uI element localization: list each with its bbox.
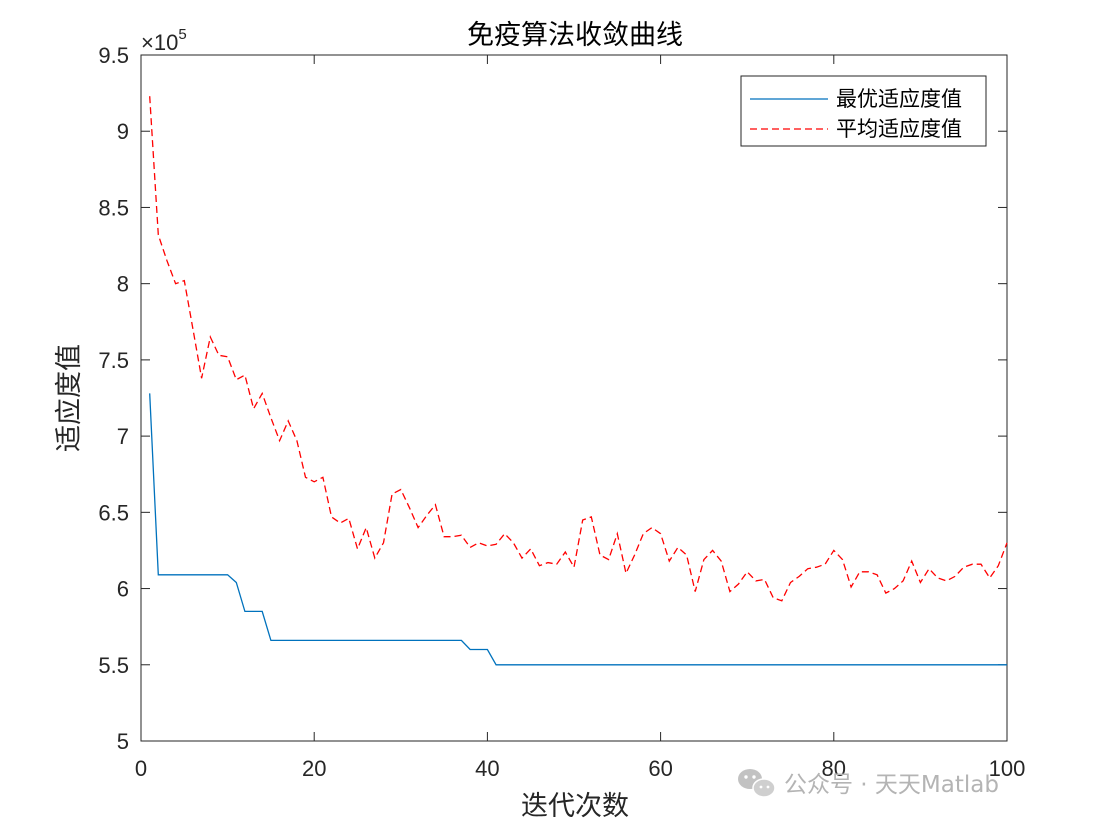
x-tick-label: 20: [302, 756, 326, 781]
series-lines: [149, 96, 1008, 666]
series-line-best: [149, 393, 1007, 666]
x-tick-label: 60: [648, 756, 672, 781]
watermark: 公众号 · 天天Matlab: [738, 769, 999, 798]
watermark-text: 公众号 · 天天Matlab: [784, 772, 999, 798]
y-axis-title: 适应度值: [54, 344, 85, 452]
plot-area-frame: [140, 54, 1008, 742]
legend: 最优适应度值 平均适应度值: [740, 75, 987, 147]
x-tick-label: 40: [475, 756, 499, 781]
y-tick-labels: 5 5.5 6 6.5 7 7.5 8 8.5 9 9.5: [98, 43, 129, 754]
y-tick-label: 9.5: [98, 43, 129, 68]
y-exponent-base: ×10: [141, 30, 178, 55]
series-line-average: [149, 96, 1008, 602]
y-tick-label: 5.5: [98, 653, 129, 678]
legend-label-best: 最优适应度值: [836, 87, 962, 111]
x-tick-label: 100: [989, 756, 1026, 781]
x-tick-labels: 0 20 40 60 80 100: [135, 756, 1025, 781]
y-exponent-power: 5: [178, 26, 186, 43]
legend-label-average: 平均适应度值: [836, 117, 962, 141]
legend-box: [740, 75, 987, 147]
x-tick-label: 0: [135, 756, 147, 781]
wechat-icon: [738, 769, 776, 798]
y-tick-label: 5: [117, 729, 129, 754]
y-tick-label: 7.5: [98, 348, 129, 373]
chart-title: 免疫算法收敛曲线: [467, 20, 683, 51]
y-tick-label: 6: [117, 577, 129, 602]
y-tick-label: 8.5: [98, 195, 129, 220]
y-tick-label: 6.5: [98, 500, 129, 525]
y-exponent-label: ×105: [141, 26, 187, 55]
x-tick-label: 80: [822, 756, 846, 781]
y-tick-label: 7: [117, 424, 129, 449]
y-tick-label: 9: [117, 119, 129, 144]
y-tick-label: 8: [117, 272, 129, 297]
x-axis-title: 迭代次数: [521, 791, 629, 822]
